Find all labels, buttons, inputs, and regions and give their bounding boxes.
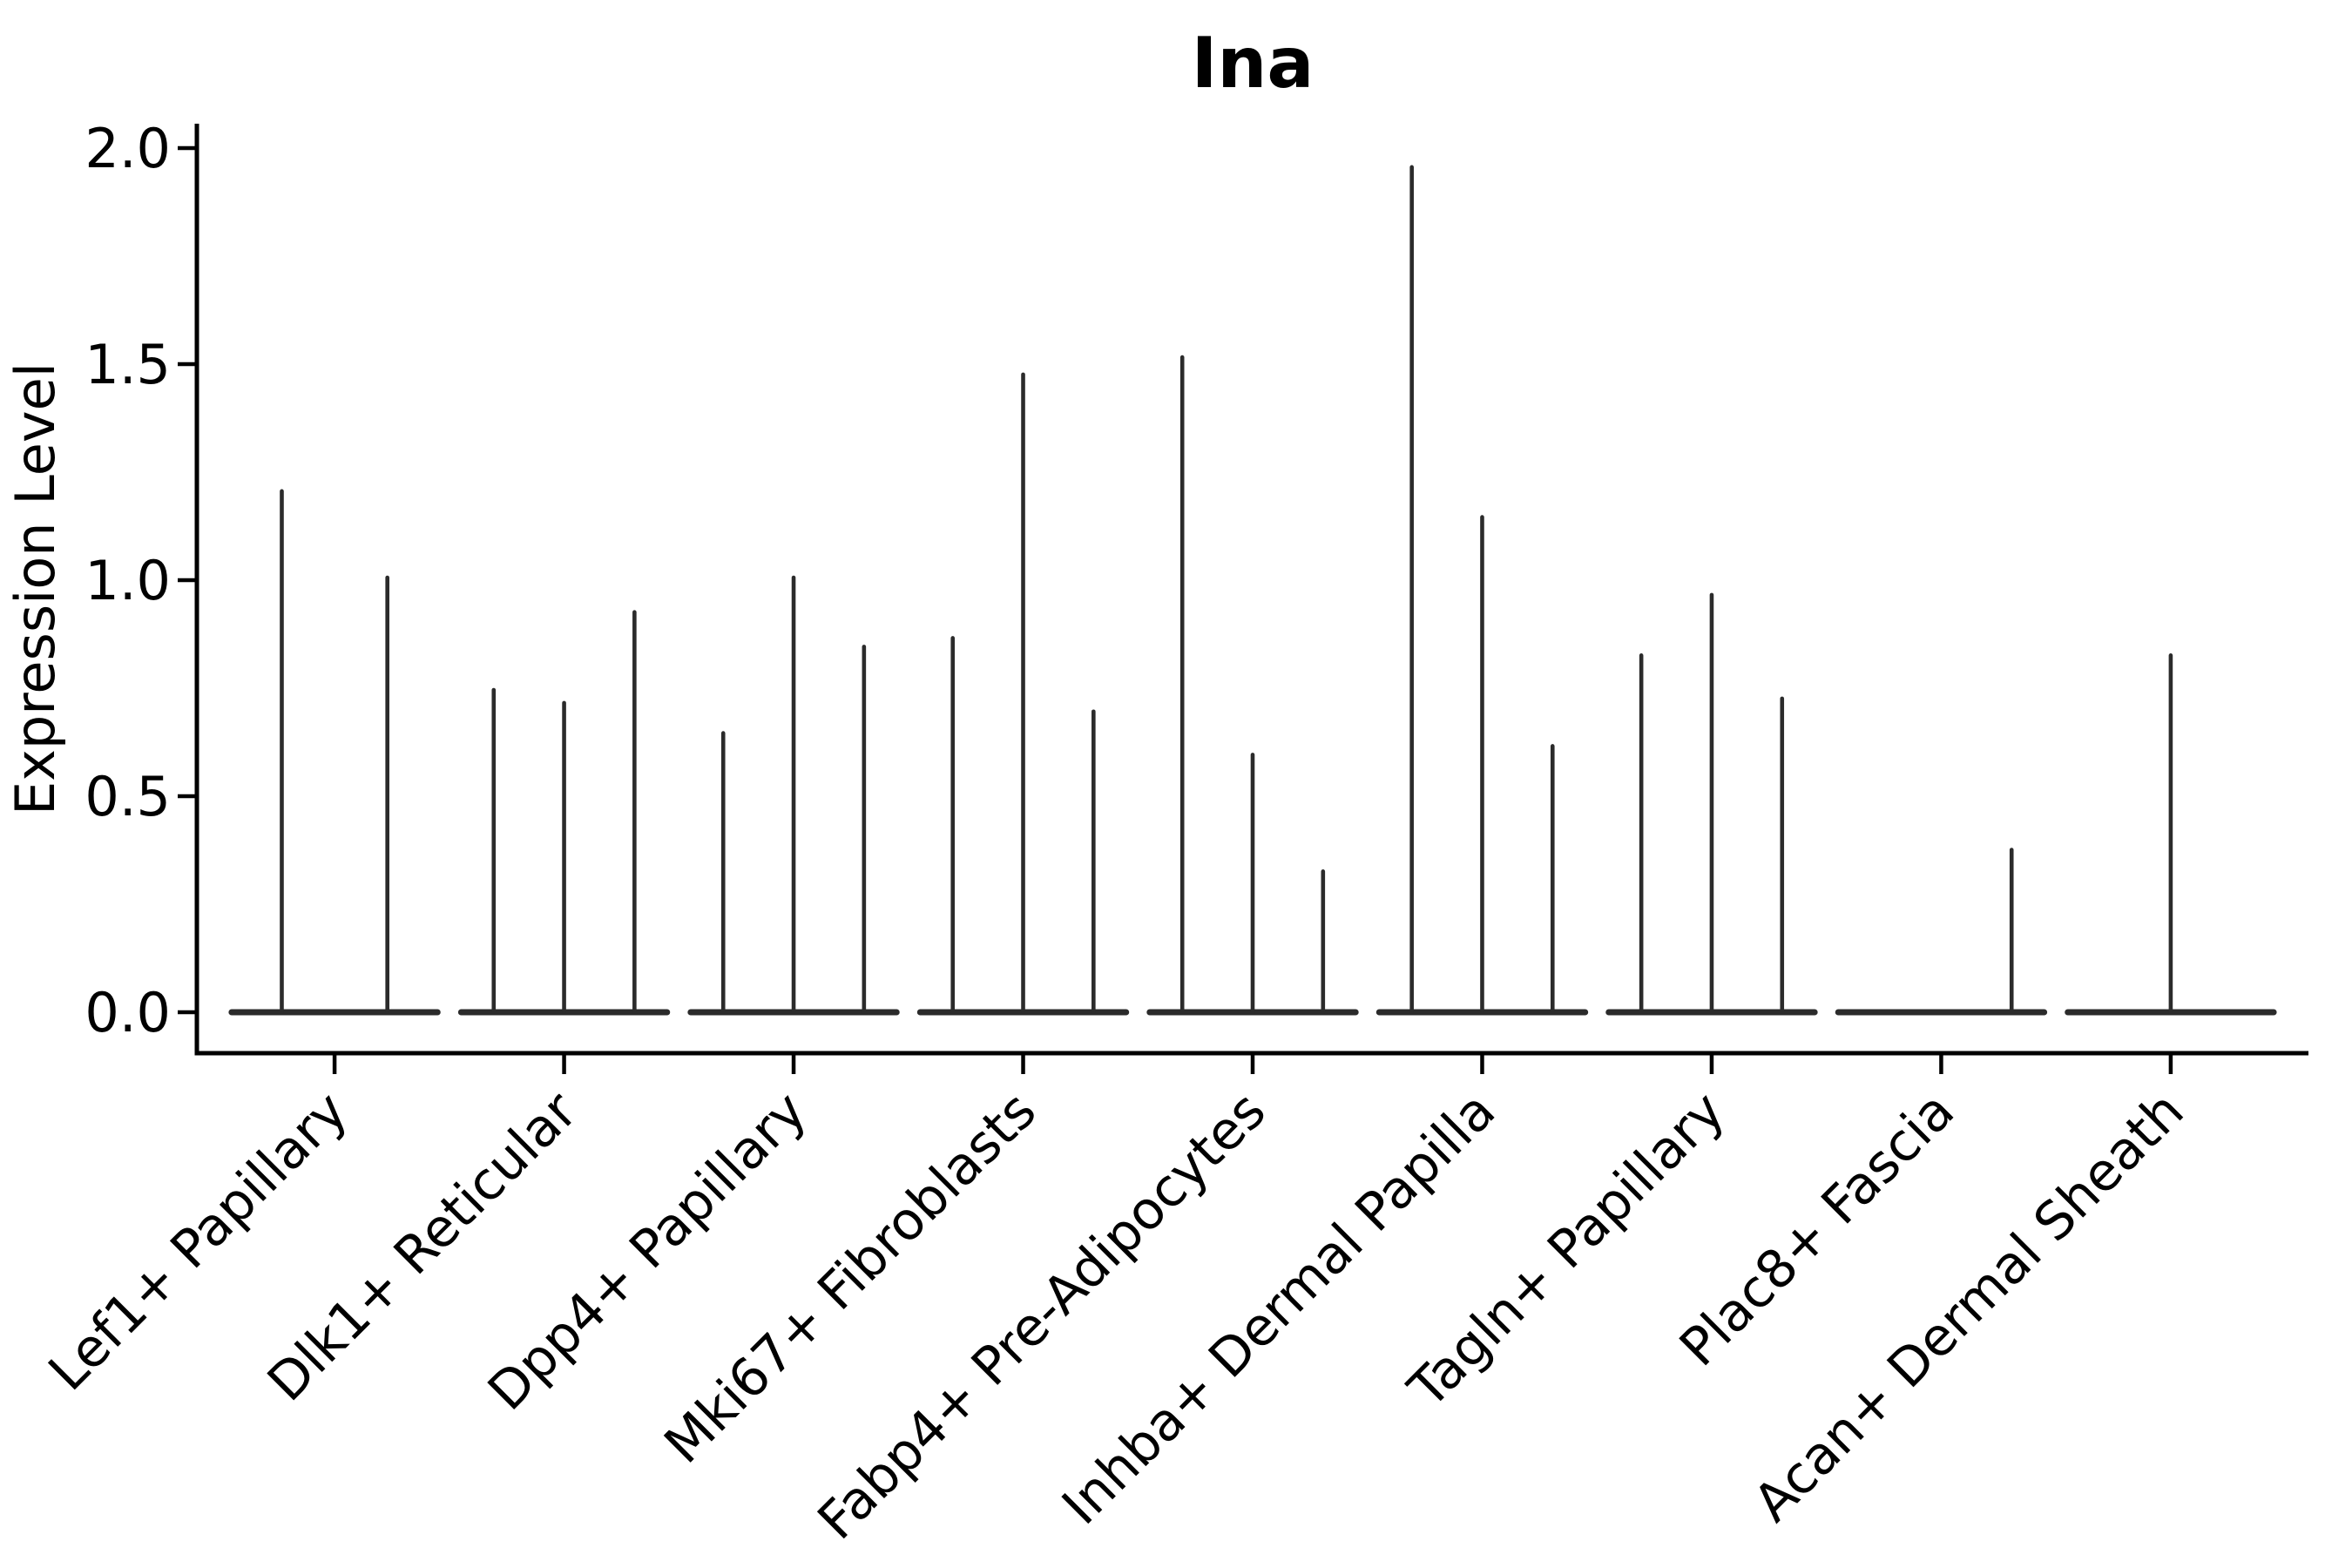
y-tick-label: 0.0 bbox=[84, 981, 171, 1044]
chart-title: Ina bbox=[1192, 23, 1315, 104]
x-tick-label: Inhba+ Dermal Papilla bbox=[1051, 1080, 1507, 1537]
x-tick-label: Mki67+ Fibroblasts bbox=[653, 1080, 1049, 1476]
y-tick-label: 2.0 bbox=[84, 117, 171, 180]
y-tick-label: 1.0 bbox=[84, 549, 171, 612]
x-tick-label: Acan+ Dermal Sheath bbox=[1742, 1080, 2196, 1534]
y-axis-label: Expression Level bbox=[3, 362, 67, 815]
y-tick-label: 1.5 bbox=[84, 333, 171, 396]
y-tick-label: 0.5 bbox=[84, 765, 171, 828]
x-tick-label: Fabp4+ Pre-Adipocytes bbox=[807, 1080, 1278, 1551]
